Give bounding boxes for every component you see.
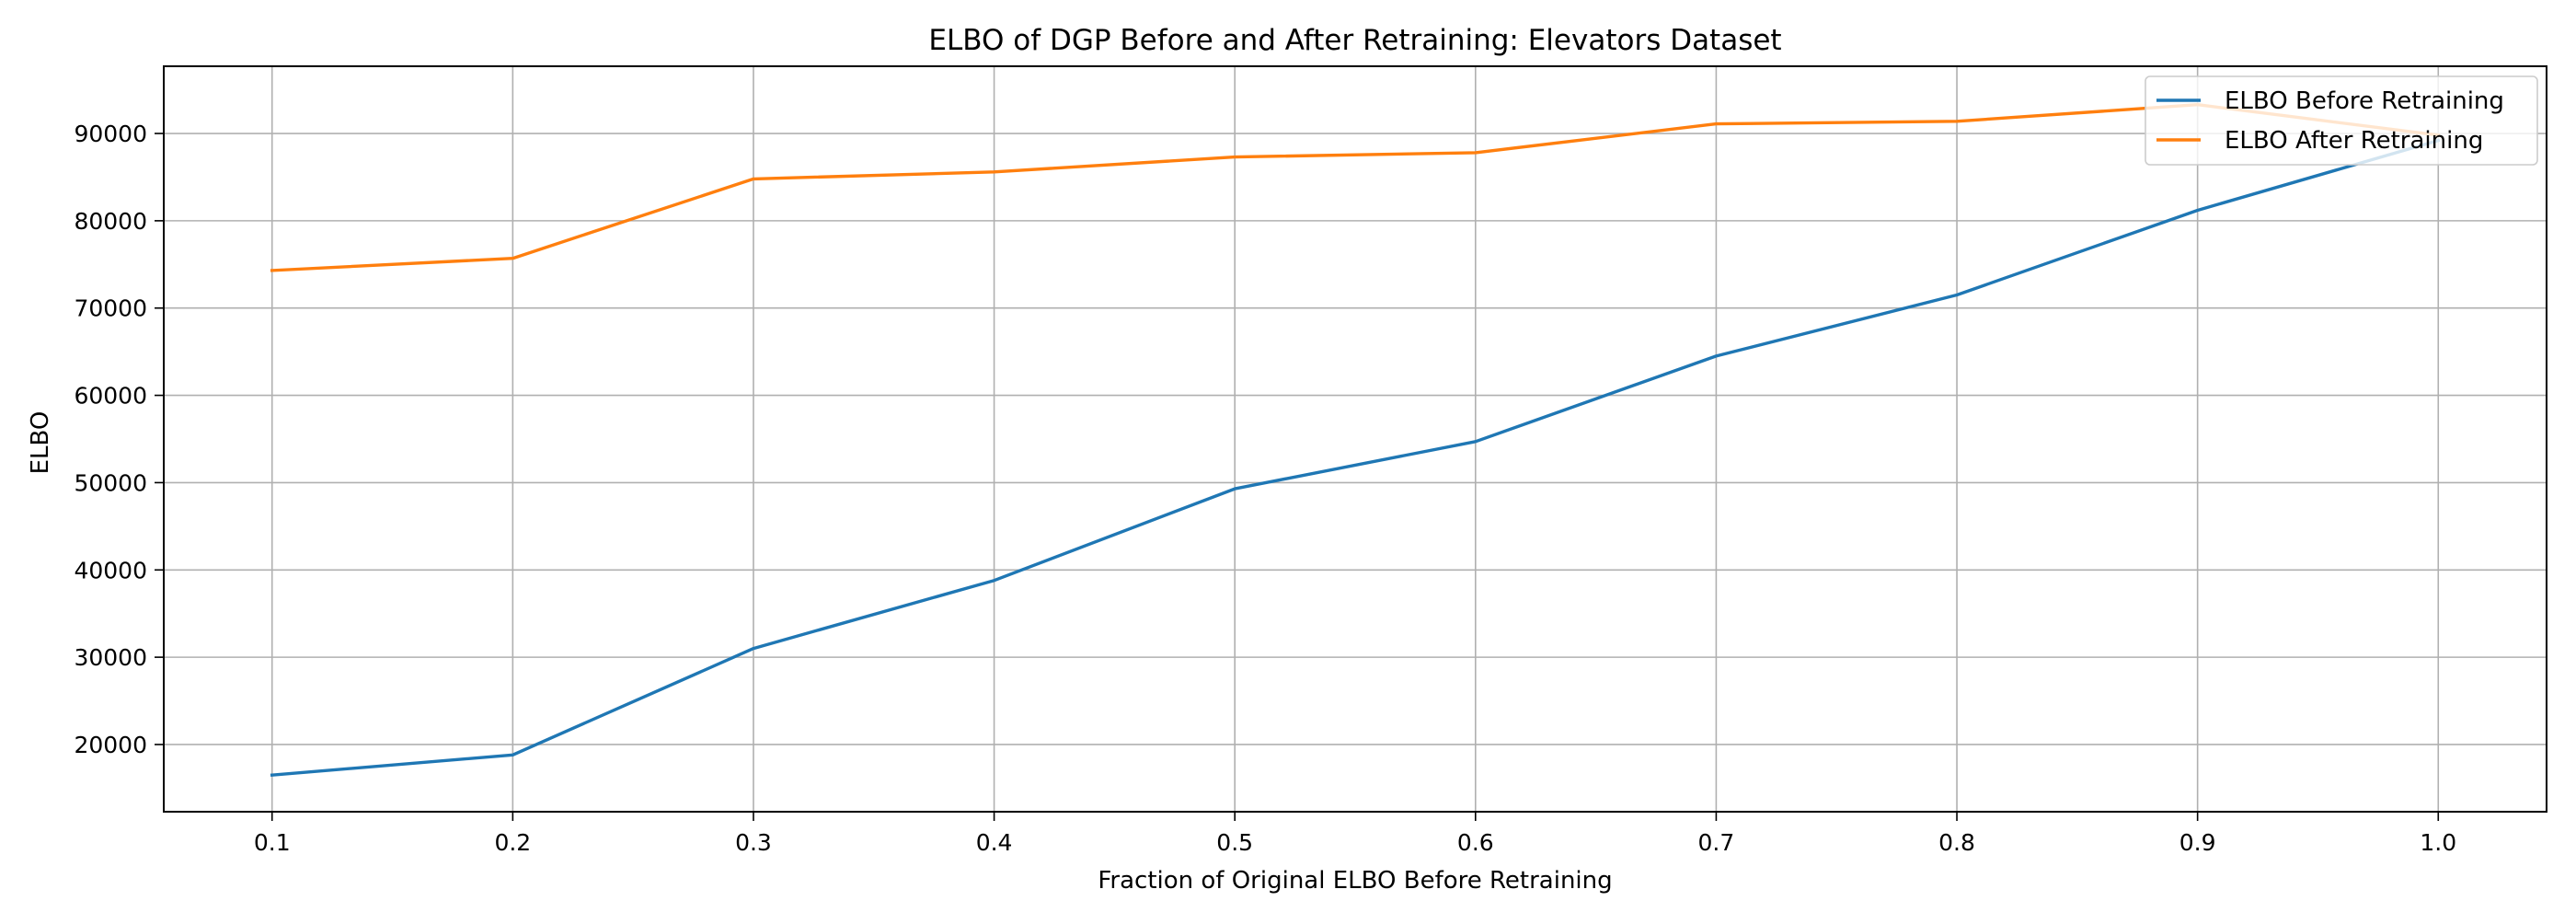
y-tick-label: 80000 xyxy=(74,208,147,235)
y-tick-label: 20000 xyxy=(74,732,147,758)
y-tick-label: 30000 xyxy=(74,644,147,671)
x-tick-label: 0.2 xyxy=(494,829,531,856)
x-tick-label: 0.1 xyxy=(254,829,291,856)
y-tick-label: 40000 xyxy=(74,557,147,583)
plot-frame xyxy=(163,65,2547,813)
x-tick-label: 0.7 xyxy=(1698,829,1735,856)
chart-title: ELBO of DGP Before and After Retraining:… xyxy=(928,24,1781,57)
series-line-1 xyxy=(270,102,2441,272)
axis-ticks: 0.1 0.2 0.3 0.4 0.5 0.6 0.7 0.8 0.9 1.0 20000 30000… xyxy=(74,121,2456,856)
x-tick-label: 0.3 xyxy=(735,829,772,856)
legend-label: ELBO After Retraining xyxy=(2225,127,2483,155)
y-tick-label: 50000 xyxy=(74,469,147,496)
x-tick-label: 0.8 xyxy=(1938,829,1975,856)
series-lines xyxy=(270,102,2441,778)
y-tick-label: 90000 xyxy=(74,121,147,147)
x-tick-label: 0.9 xyxy=(2179,829,2216,856)
grid-lines xyxy=(164,66,2547,812)
x-tick-label: 1.0 xyxy=(2420,829,2456,856)
legend-label: ELBO Before Retraining xyxy=(2225,87,2504,115)
x-tick-label: 0.4 xyxy=(976,829,1013,856)
x-tick-label: 0.6 xyxy=(1457,829,1494,856)
y-tick-label: 70000 xyxy=(74,295,147,322)
series-line-0 xyxy=(270,138,2441,778)
legend-box xyxy=(2145,75,2538,166)
y-tick-label: 60000 xyxy=(74,383,147,410)
x-tick-label: 0.5 xyxy=(1216,829,1253,856)
y-axis-label: ELBO xyxy=(27,411,54,475)
x-axis-label: Fraction of Original ELBO Before Retrain… xyxy=(1098,867,1612,895)
legend: ELBO Before Retraining ELBO After Retrain… xyxy=(2145,75,2538,166)
